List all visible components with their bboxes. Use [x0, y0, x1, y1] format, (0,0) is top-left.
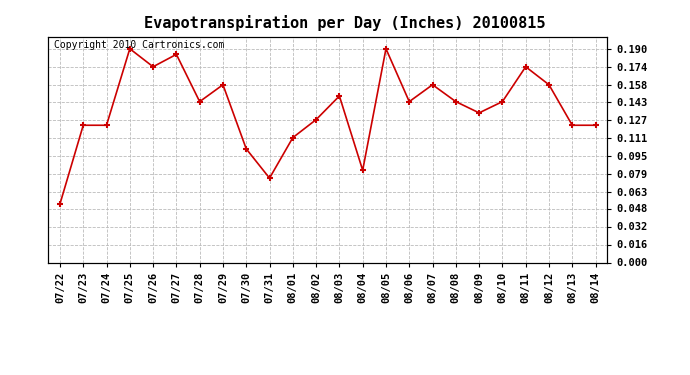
Text: Copyright 2010 Cartronics.com: Copyright 2010 Cartronics.com — [54, 40, 224, 50]
Text: Evapotranspiration per Day (Inches) 20100815: Evapotranspiration per Day (Inches) 2010… — [144, 15, 546, 31]
